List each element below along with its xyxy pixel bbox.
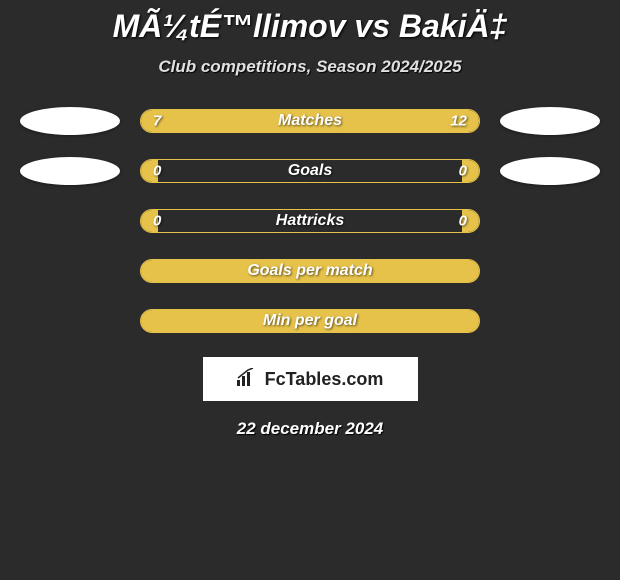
page-title: MÃ¼tÉ™llimov vs BakiÄ‡ [0, 8, 620, 45]
footer-logo: FcTables.com [203, 357, 418, 401]
stat-right-value: 12 [450, 113, 467, 130]
stat-row-goals: 0 Goals 0 [0, 157, 620, 185]
page-subtitle: Club competitions, Season 2024/2025 [0, 57, 620, 77]
stat-left-value: 0 [153, 163, 161, 180]
stat-bar-hattricks: 0 Hattricks 0 [140, 209, 480, 233]
stat-right-value: 0 [459, 163, 467, 180]
stats-area: 7 Matches 12 0 Goals 0 0 [0, 107, 620, 335]
stat-row-goals-per-match: Goals per match [0, 257, 620, 285]
stat-bar-min-per-goal: Min per goal [140, 309, 480, 333]
comparison-container: MÃ¼tÉ™llimov vs BakiÄ‡ Club competitions… [0, 0, 620, 439]
stat-label: Hattricks [276, 212, 344, 230]
player-right-ellipse [500, 157, 600, 185]
stat-left-value: 7 [153, 113, 161, 130]
stat-label: Matches [278, 112, 342, 130]
chart-icon [237, 368, 259, 391]
stat-bar-goals-per-match: Goals per match [140, 259, 480, 283]
stat-label: Min per goal [263, 312, 357, 330]
stat-row-matches: 7 Matches 12 [0, 107, 620, 135]
player-left-ellipse [20, 157, 120, 185]
player-right-ellipse [500, 107, 600, 135]
stat-label: Goals [288, 162, 332, 180]
stat-row-hattricks: 0 Hattricks 0 [0, 207, 620, 235]
stat-left-value: 0 [153, 213, 161, 230]
stat-bar-goals: 0 Goals 0 [140, 159, 480, 183]
stat-right-value: 0 [459, 213, 467, 230]
stat-label: Goals per match [247, 262, 372, 280]
stat-row-min-per-goal: Min per goal [0, 307, 620, 335]
footer-date: 22 december 2024 [0, 419, 620, 439]
footer-logo-text: FcTables.com [265, 369, 384, 390]
stat-bar-matches: 7 Matches 12 [140, 109, 480, 133]
player-left-ellipse [20, 107, 120, 135]
